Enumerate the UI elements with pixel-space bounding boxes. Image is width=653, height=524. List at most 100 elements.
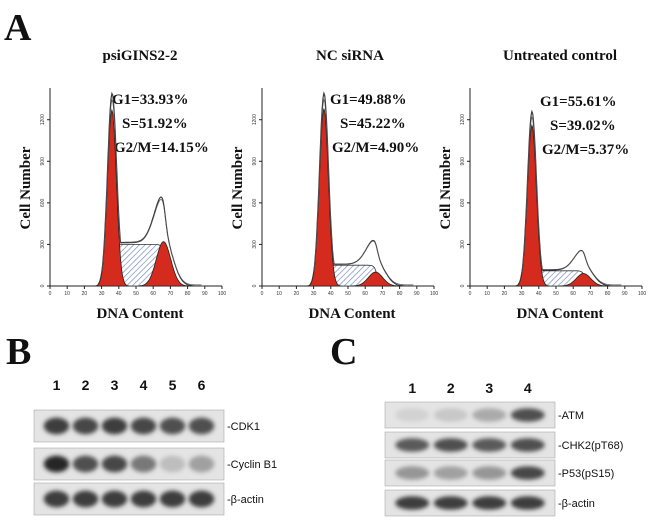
protein-band — [72, 490, 99, 508]
histogram-group: psiGINS2-2 G1=33.93% S=51.92% G2/M=14.15% 0 3… — [18, 48, 646, 322]
x-tick-label: 50 — [345, 291, 351, 297]
blot-row-label: -CDK1 — [227, 421, 260, 433]
y-tick-label: 600 — [40, 198, 46, 207]
fit-curve — [313, 98, 414, 286]
x-tick-label: 100 — [430, 291, 439, 297]
protein-band — [72, 455, 99, 473]
histogram-title: Untreated control — [503, 48, 617, 64]
lane-number: 4 — [524, 380, 532, 396]
y-tick-label: 0 — [252, 284, 258, 287]
histogram-1: psiGINS2-2 G1=33.93% S=51.92% G2/M=14.15% 0 3… — [18, 48, 226, 322]
protein-band — [101, 490, 128, 508]
x-tick-label: 80 — [605, 291, 611, 297]
protein-band — [395, 438, 430, 452]
histogram-title: NC siRNA — [316, 48, 384, 64]
x-axis-title: DNA Content — [516, 306, 603, 322]
protein-band — [472, 408, 507, 422]
x-tick-label: 20 — [502, 291, 508, 297]
protein-band — [510, 466, 545, 480]
protein-band — [159, 417, 186, 435]
x-tick-label: 60 — [150, 291, 156, 297]
lane-number: 6 — [198, 377, 206, 393]
y-tick-label: 0 — [40, 284, 46, 287]
x-tick-label: 40 — [116, 291, 122, 297]
protein-band — [472, 438, 507, 452]
protein-band — [43, 455, 70, 473]
x-tick-label: 50 — [553, 291, 559, 297]
lane-number: 1 — [408, 380, 416, 396]
phase-percentage: G2/M=5.37% — [542, 142, 629, 158]
lane-number: 1 — [53, 377, 61, 393]
x-tick-label: 90 — [414, 291, 420, 297]
x-tick-label: 100 — [218, 291, 227, 297]
y-tick-label: 300 — [460, 240, 466, 249]
x-tick-label: 80 — [185, 291, 191, 297]
protein-band — [433, 496, 468, 510]
x-tick-label: 30 — [99, 291, 105, 297]
phase-percentage: G2/M=14.15% — [114, 140, 209, 156]
phase-percentage: G1=55.61% — [540, 94, 616, 110]
y-axis-title: Cell Number — [18, 146, 34, 229]
x-tick-label: 0 — [261, 291, 264, 297]
x-tick-label: 70 — [168, 291, 174, 297]
x-tick-label: 60 — [362, 291, 368, 297]
x-tick-label: 70 — [380, 291, 386, 297]
y-axis-title: Cell Number — [438, 146, 454, 229]
western-blot-b: 1 2 3 4 5 6 -CDK1 -Cyclin B1 -β-actin — [33, 377, 277, 516]
x-tick-label: 20 — [82, 291, 88, 297]
panel-b: B 1 2 3 4 5 6 -CDK1 -Cyclin B1 -β-actin — [6, 331, 277, 516]
blot-row-label: -β-actin — [227, 494, 264, 506]
x-tick-label: 40 — [328, 291, 334, 297]
x-tick-label: 30 — [519, 291, 525, 297]
x-tick-label: 100 — [638, 291, 647, 297]
protein-band — [510, 438, 545, 452]
lane-number: 4 — [140, 377, 148, 393]
x-tick-label: 90 — [622, 291, 628, 297]
phase-percentage: G1=49.88% — [330, 92, 406, 108]
protein-band — [395, 496, 430, 510]
histogram-2: NC siRNAG1=49.88%S=45.22%G2/M=4.90%03006… — [230, 48, 438, 322]
lane-number: 3 — [485, 380, 493, 396]
protein-band — [433, 408, 468, 422]
y-axis-title: Cell Number — [230, 146, 246, 229]
protein-band — [72, 417, 99, 435]
lane-number: 5 — [169, 377, 177, 393]
western-blot-c: 1 2 3 4 -ATM -CHK2(pT68) -P53(pS15) -β-actin — [384, 380, 623, 517]
protein-band — [395, 466, 430, 480]
phase-percentage: G2/M=4.90% — [332, 140, 419, 156]
x-tick-label: 10 — [64, 291, 70, 297]
protein-band — [43, 417, 70, 435]
protein-band — [433, 466, 468, 480]
protein-band — [433, 438, 468, 452]
protein-band — [43, 490, 70, 508]
y-tick-label: 900 — [40, 157, 46, 166]
y-tick-label: 900 — [252, 157, 258, 166]
x-tick-label: 40 — [536, 291, 542, 297]
protein-band — [130, 490, 157, 508]
phase-percentage: S=39.02% — [550, 118, 616, 134]
blot-row-label: -β-actin — [558, 498, 595, 510]
x-tick-label: 20 — [294, 291, 300, 297]
protein-band — [159, 490, 186, 508]
y-tick-label: 600 — [252, 198, 258, 207]
lane-number: 2 — [447, 380, 455, 396]
y-tick-label: 300 — [252, 240, 258, 249]
protein-band — [130, 417, 157, 435]
panel-a-letter: A — [4, 7, 32, 49]
x-tick-label: 30 — [311, 291, 317, 297]
blot-row-label: -CHK2(pT68) — [558, 440, 623, 452]
fit-curve — [101, 99, 202, 286]
x-tick-label: 80 — [397, 291, 403, 297]
protein-band — [188, 455, 215, 473]
g1-peak — [306, 108, 342, 287]
panel-c: C 1 2 3 4 -ATM -CHK2(pT68) -P53(pS15) -β-actin — [330, 331, 623, 517]
protein-band — [130, 455, 157, 473]
y-tick-label: 600 — [460, 198, 466, 207]
protein-band — [472, 466, 507, 480]
x-tick-label: 60 — [570, 291, 576, 297]
protein-band — [395, 408, 430, 422]
blot-row-label: -ATM — [558, 410, 584, 422]
protein-band — [159, 455, 186, 473]
x-tick-label: 90 — [202, 291, 208, 297]
x-tick-label: 10 — [484, 291, 490, 297]
